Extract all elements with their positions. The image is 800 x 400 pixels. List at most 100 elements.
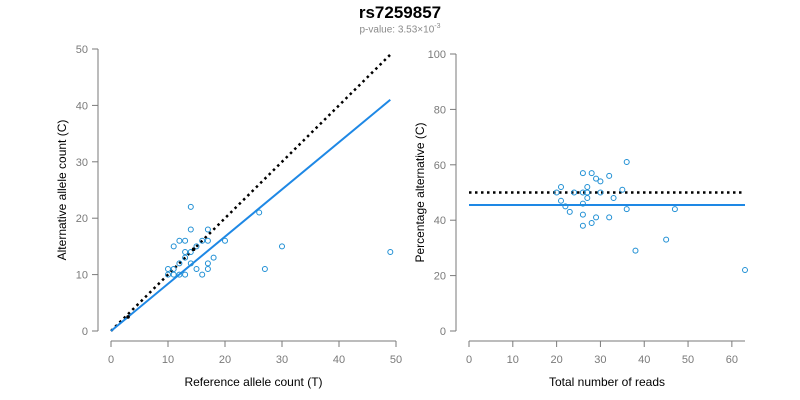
data-point [579, 189, 586, 196]
x-axis-label: Total number of reads [549, 375, 665, 389]
x-tick-label: 60 [726, 354, 738, 366]
data-point [170, 243, 177, 250]
data-point [588, 170, 595, 177]
data-point [597, 178, 604, 185]
data-point [606, 214, 613, 221]
data-point [261, 265, 268, 272]
data-point [176, 237, 183, 244]
data-point [170, 271, 177, 278]
y-tick-label: 10 [76, 270, 88, 282]
data-point [579, 200, 586, 207]
x-tick-label: 50 [682, 354, 694, 366]
y-tick-label: 30 [76, 157, 88, 169]
y-tick-label: 80 [434, 104, 446, 116]
data-point [187, 260, 194, 267]
x-tick-label: 0 [466, 354, 472, 366]
data-point [579, 170, 586, 177]
data-point [165, 271, 171, 278]
data-point [553, 189, 560, 196]
x-tick-label: 30 [594, 354, 606, 366]
data-point [199, 271, 206, 278]
data-point [199, 237, 206, 244]
reference-line [110, 53, 392, 332]
x-tick-label: 40 [333, 354, 345, 366]
data-point [222, 237, 228, 244]
data-point [182, 249, 189, 256]
data-point [742, 267, 748, 274]
data-point [671, 206, 678, 213]
data-point [566, 208, 573, 215]
plot-panel-1: 0 10 20 30 40 50 0 10 20 30 40 50 Reference allele c… [55, 44, 402, 389]
data-point [187, 226, 194, 233]
data-point [584, 189, 591, 196]
data-point [182, 271, 189, 278]
plot-panel-2: 0 10 20 30 40 50 60 0 20 40 60 80 100 Total number of… [413, 49, 748, 389]
data-point [632, 247, 639, 254]
x-tick-label: 30 [276, 354, 288, 366]
y-tick-label: 60 [434, 160, 446, 172]
data-point [593, 214, 600, 221]
data-point [204, 226, 211, 233]
y-tick-label: 0 [82, 326, 88, 338]
data-point-filled [126, 315, 130, 319]
y-axis-label: Alternative allele count (C) [55, 120, 69, 261]
y-tick-label: 20 [76, 213, 88, 225]
y-tick-label: 0 [440, 326, 446, 338]
data-point [204, 265, 211, 272]
data-point [571, 189, 578, 196]
data-point [165, 265, 171, 272]
x-tick-label: 50 [390, 354, 402, 366]
data-point [623, 206, 630, 213]
data-point [579, 211, 586, 218]
data-point [579, 222, 586, 229]
data-point [593, 175, 600, 182]
data-point [187, 203, 194, 210]
x-axis-label: Reference allele count (T) [184, 375, 322, 389]
y-tick-label: 40 [434, 215, 446, 227]
data-point [663, 236, 670, 243]
x-tick-label: 0 [108, 354, 114, 366]
y-axis-label: Percentage alternative (C) [413, 122, 427, 262]
data-point [204, 260, 211, 267]
data-point [170, 265, 177, 272]
pvalue-text: p-value: 3.53×10 [359, 24, 435, 36]
x-tick-label: 10 [162, 354, 174, 366]
data-point [610, 195, 617, 202]
data-point [182, 237, 189, 244]
fit-line [110, 98, 391, 332]
data-point [182, 254, 189, 261]
data-point [187, 249, 194, 256]
data-point [193, 243, 200, 250]
data-point [193, 265, 200, 272]
data-point [204, 237, 211, 244]
chart-title: rs7259857 [358, 3, 442, 22]
data-point [210, 254, 217, 261]
pvalue-subtitle: p-value: 3.53×10-3 [0, 23, 800, 35]
data-point [584, 183, 591, 190]
data-point [176, 260, 183, 267]
data-point [623, 159, 630, 166]
data-point [562, 203, 569, 210]
data-point [387, 249, 394, 256]
data-point [619, 186, 626, 193]
x-tick-label: 20 [550, 354, 562, 366]
data-point [256, 209, 263, 216]
data-point-filled [191, 247, 196, 252]
x-tick-label: 40 [638, 354, 650, 366]
y-tick-label: 40 [76, 100, 88, 112]
y-tick-label: 100 [428, 49, 446, 61]
y-tick-label: 50 [76, 44, 88, 56]
data-point [597, 189, 604, 196]
x-tick-label: 20 [219, 354, 231, 366]
data-point [588, 219, 595, 226]
y-tick-label: 20 [434, 271, 446, 283]
pvalue-exponent: -3 [434, 23, 441, 30]
data-point [176, 271, 183, 278]
data-point [584, 195, 591, 202]
data-point [558, 197, 564, 204]
data-point [606, 172, 613, 179]
data-point [279, 243, 285, 250]
data-point [558, 183, 564, 190]
